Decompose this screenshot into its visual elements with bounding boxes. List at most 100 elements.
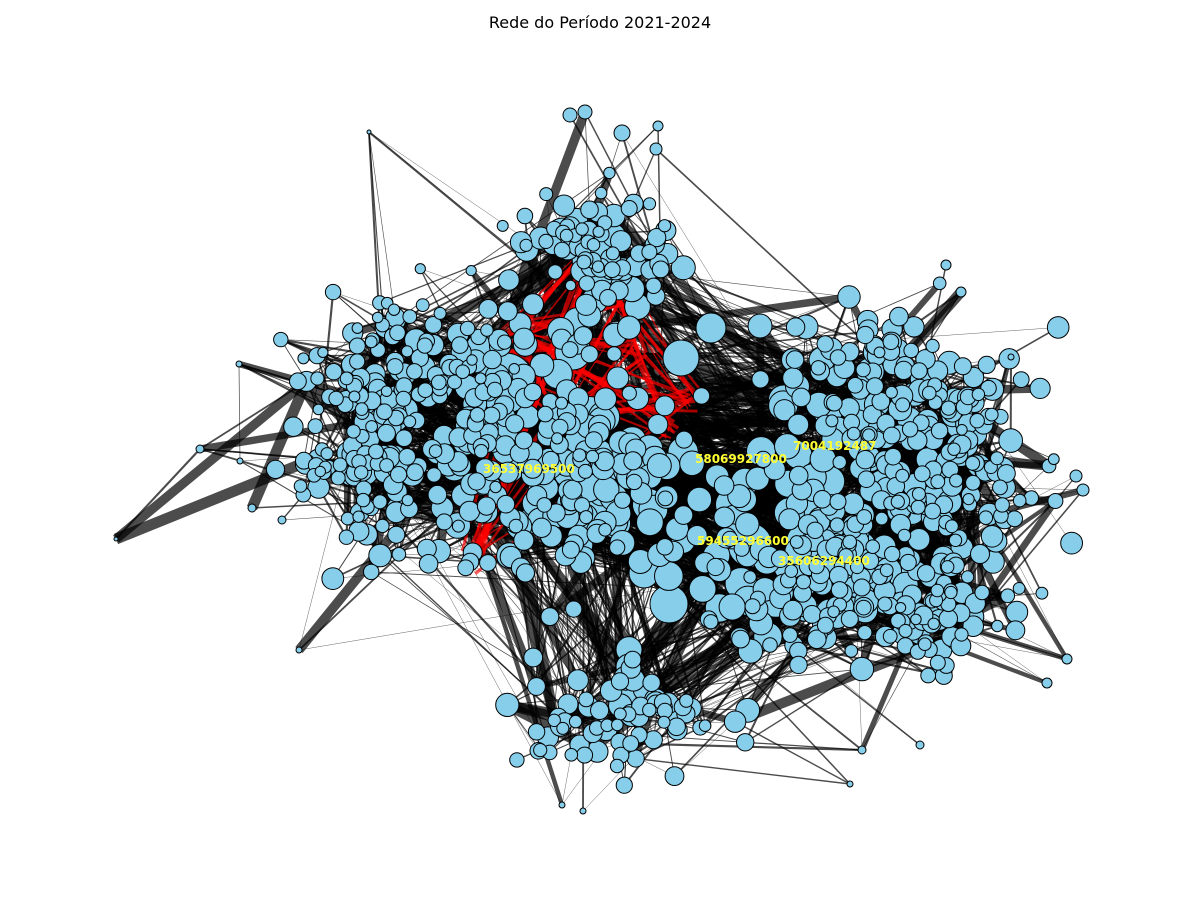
- network-node: [314, 465, 326, 478]
- network-node: [495, 692, 520, 718]
- edge: [382, 521, 445, 527]
- network-node: [970, 544, 990, 564]
- network-node: [808, 558, 825, 575]
- network-node: [339, 371, 354, 386]
- network-node: [497, 301, 518, 322]
- network-node: [692, 387, 711, 405]
- network-node: [706, 557, 725, 577]
- hub-label-36537969500: 36537969500: [483, 462, 575, 476]
- network-node: [617, 315, 642, 340]
- network-node: [910, 499, 926, 515]
- network-node: [882, 333, 900, 351]
- network-node: [646, 453, 672, 478]
- network-node: [806, 521, 824, 539]
- network-node: [348, 390, 361, 403]
- network-node: [971, 387, 986, 402]
- network-node: [997, 464, 1016, 483]
- network-node: [962, 493, 975, 506]
- network-node: [994, 497, 1010, 513]
- network-node: [332, 457, 348, 473]
- network-node: [451, 519, 465, 533]
- network-node: [921, 385, 937, 401]
- network-node: [376, 423, 396, 443]
- network-node: [1012, 371, 1030, 389]
- network-node: [402, 309, 418, 325]
- network-node: [522, 293, 544, 316]
- network-node: [651, 260, 670, 279]
- network-node: [475, 458, 496, 479]
- network-node: [898, 623, 913, 638]
- network-node: [789, 655, 808, 675]
- network-node: [538, 233, 554, 249]
- network-node: [731, 629, 750, 649]
- network-node: [508, 363, 521, 375]
- edge: [655, 148, 877, 353]
- network-node: [406, 363, 423, 380]
- network-node: [1061, 653, 1073, 665]
- network-node: [927, 617, 940, 630]
- network-node: [884, 447, 902, 466]
- network-node: [918, 637, 932, 652]
- network-node: [825, 414, 839, 428]
- network-node: [785, 350, 805, 369]
- network-node: [417, 382, 434, 399]
- network-node: [688, 575, 717, 603]
- network-node: [829, 517, 845, 533]
- network-node: [940, 259, 952, 271]
- network-node: [649, 142, 663, 156]
- network-node: [915, 740, 925, 750]
- network-node: [879, 563, 894, 578]
- network-node: [626, 473, 643, 491]
- edge: [584, 111, 762, 452]
- network-node: [855, 362, 871, 378]
- network-node: [956, 424, 968, 436]
- network-node: [371, 311, 384, 324]
- network-node: [551, 432, 564, 445]
- network-node: [910, 362, 928, 380]
- network-node: [561, 341, 579, 359]
- edge: [275, 469, 408, 501]
- network-node: [379, 458, 395, 473]
- network-node: [113, 536, 119, 542]
- network-node: [356, 492, 371, 508]
- network-node: [565, 600, 583, 618]
- network-node: [884, 545, 901, 563]
- network-node: [788, 465, 809, 486]
- network-node: [598, 523, 612, 537]
- edge: [368, 131, 395, 310]
- network-node: [427, 484, 448, 505]
- network-node: [856, 509, 873, 525]
- network-node: [782, 367, 804, 389]
- network-node: [662, 339, 700, 377]
- network-node: [911, 487, 926, 501]
- network-node: [727, 484, 752, 509]
- network-node: [474, 444, 489, 459]
- network-node: [547, 713, 561, 727]
- network-node: [837, 285, 861, 309]
- network-node: [1007, 353, 1015, 361]
- edge: [655, 612, 919, 703]
- network-node: [465, 265, 477, 277]
- network-node: [540, 607, 560, 627]
- network-node: [496, 494, 516, 514]
- network-node: [857, 625, 873, 641]
- network-node: [647, 414, 669, 435]
- network-node: [675, 430, 694, 449]
- network-node: [773, 399, 796, 422]
- network-node: [457, 559, 475, 577]
- network-node: [580, 200, 599, 220]
- network-node: [325, 363, 343, 381]
- network-node: [929, 654, 946, 671]
- network-node: [577, 463, 593, 479]
- highlight-edge: [523, 334, 691, 397]
- network-node: [564, 279, 577, 292]
- network-node: [310, 371, 325, 386]
- network-node: [476, 496, 497, 516]
- network-node: [647, 228, 667, 248]
- network-node: [916, 564, 936, 583]
- network-node: [751, 370, 770, 389]
- network-node: [321, 567, 345, 590]
- network-node: [365, 420, 379, 433]
- network-node: [416, 337, 433, 354]
- hub-label-layer: 7004192487 58069927800 36537969500 59455…: [483, 439, 877, 568]
